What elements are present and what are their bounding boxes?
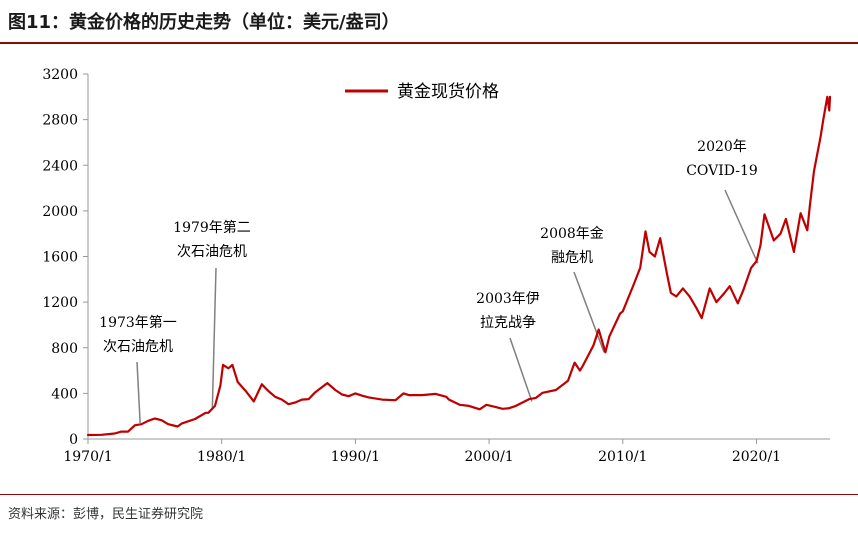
y-tick-label: 1600: [42, 250, 78, 266]
legend: 黄金现货价格: [345, 82, 499, 102]
annotation-text: 次石油危机: [177, 244, 247, 260]
x-tick-label: 2000/1: [464, 449, 513, 465]
annotation-text: 1973年第一: [99, 314, 177, 331]
figure-title: 图11：黄金价格的历史走势（单位：美元/盎司）: [8, 12, 400, 33]
y-tick-label: 1200: [42, 295, 78, 311]
y-tick-label: 800: [51, 341, 78, 357]
series-group: [86, 95, 832, 437]
annotation-5: 2020年 COVID-19: [686, 139, 759, 264]
series-line-1: [86, 95, 832, 437]
x-tick-label: 1980/1: [197, 449, 246, 465]
y-tick-label: 400: [51, 386, 78, 402]
annotation-leader-line: [509, 337, 533, 402]
x-tick-label: 2010/1: [598, 449, 647, 465]
x-tick-label: 1970/1: [63, 449, 112, 465]
annotation-text: COVID-19: [686, 163, 758, 179]
annotation-text: 2008年金: [540, 226, 604, 242]
annotation-text: 1979年第二: [173, 219, 251, 236]
annotations: 1973年第一次石油危机1979年第二次石油危机2003年伊拉克战争2008年金…: [99, 139, 759, 424]
x-tick-label: 2020/1: [732, 449, 781, 465]
legend-label: 黄金现货价格: [397, 82, 499, 102]
annotation-text: 融危机: [551, 250, 593, 266]
annotation-text: 次石油危机: [103, 339, 173, 355]
annotation-leader-line: [136, 361, 141, 424]
annotation-text: 拉克战争: [480, 315, 536, 331]
y-tick-label: 0: [69, 432, 78, 448]
x-tick-label: 1990/1: [331, 449, 380, 465]
annotation-text: 2003年伊: [476, 291, 540, 307]
source-rule: [0, 494, 858, 495]
title-rule: [0, 42, 858, 44]
source-note: 资料来源：彭博，民生证券研究院: [8, 507, 204, 522]
annotation-leader-line: [724, 189, 759, 264]
annotation-text: 2020年: [697, 139, 747, 155]
y-tick-label: 2000: [42, 204, 78, 220]
axes: 0 400 800 1200 1600 2000 2400 2800 3200 1970/1 198…: [42, 67, 830, 465]
gold-price-chart: 0 400 800 1200 1600 2000 2400 2800 3200 1970/1 198…: [42, 67, 832, 465]
y-tick-label: 2400: [42, 158, 78, 174]
annotation-leader-line: [573, 271, 605, 353]
y-tick-label: 2800: [42, 113, 78, 129]
annotation-leader-line: [211, 267, 217, 409]
y-tick-label: 3200: [42, 67, 78, 83]
